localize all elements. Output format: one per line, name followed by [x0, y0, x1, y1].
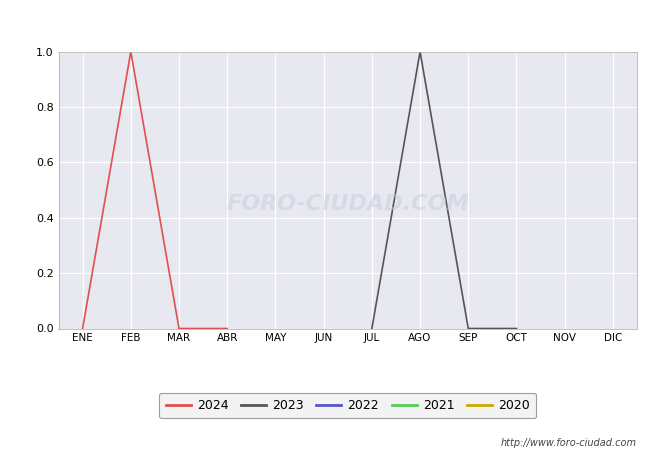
Legend: 2024, 2023, 2022, 2021, 2020: 2024, 2023, 2022, 2021, 2020 [159, 393, 536, 419]
Text: FORO-CIUDAD.COM: FORO-CIUDAD.COM [226, 194, 469, 214]
Text: Matriculaciones de Vehiculos en Senés de Alcubierre: Matriculaciones de Vehiculos en Senés de… [107, 14, 543, 33]
Text: http://www.foro-ciudad.com: http://www.foro-ciudad.com [501, 438, 637, 448]
